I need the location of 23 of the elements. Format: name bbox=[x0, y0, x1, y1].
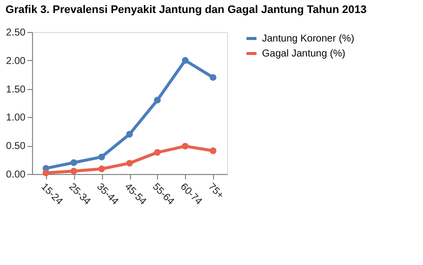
point bbox=[126, 160, 133, 167]
point bbox=[98, 154, 105, 160]
x-tick-label: 75+ bbox=[206, 182, 226, 202]
y-tick-label: 2.50 bbox=[6, 28, 26, 38]
legend-label: Gagal Jantung (%) bbox=[262, 48, 346, 60]
point bbox=[98, 166, 105, 172]
point bbox=[182, 142, 189, 150]
chart-title: Grafik 3. Prevalensi Penyakit Jantung dan Gagal Jantung Tahun 2013 bbox=[6, 4, 367, 16]
y-tick-label: 1.00 bbox=[6, 112, 26, 124]
point bbox=[126, 130, 133, 138]
y-tick-label: 0.00 bbox=[6, 170, 26, 180]
y-tick-label: 0.50 bbox=[6, 141, 26, 152]
point bbox=[154, 96, 161, 104]
point bbox=[210, 74, 216, 81]
point bbox=[70, 159, 78, 166]
point bbox=[210, 147, 216, 154]
point bbox=[154, 149, 161, 156]
y-tick-label: 1.50 bbox=[6, 84, 26, 96]
y-tick-label: 2.00 bbox=[6, 56, 26, 67]
point bbox=[42, 170, 50, 176]
legend-label: Jantung Koroner (%) bbox=[262, 34, 354, 44]
point bbox=[182, 57, 189, 64]
point bbox=[70, 168, 78, 175]
